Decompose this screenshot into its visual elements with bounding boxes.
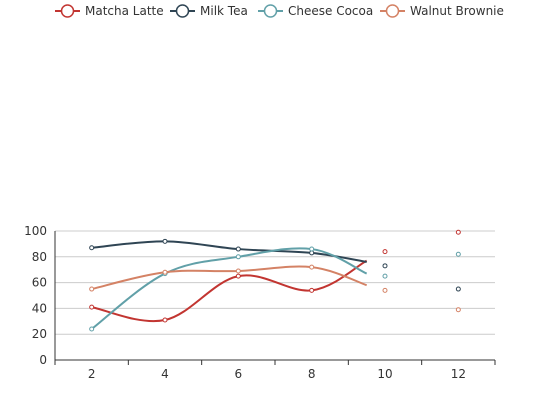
data-point xyxy=(455,286,461,292)
x-tick-label: 6 xyxy=(235,367,243,381)
data-point xyxy=(89,326,95,332)
data-point xyxy=(89,245,95,251)
data-point xyxy=(162,269,168,275)
data-point xyxy=(382,273,388,279)
y-tick-label: 20 xyxy=(32,327,47,341)
data-point xyxy=(309,264,315,270)
x-tick-label: 2 xyxy=(88,367,96,381)
x-tick-label: 4 xyxy=(161,367,169,381)
data-point xyxy=(382,287,388,293)
series-line-2 xyxy=(91,247,368,330)
series-markers xyxy=(89,229,461,332)
y-tick-label: 40 xyxy=(32,301,47,315)
x-tick-label: 10 xyxy=(377,367,392,381)
legend-label: Milk Tea xyxy=(200,4,248,18)
data-point xyxy=(309,246,315,252)
data-point xyxy=(382,249,388,255)
x-tick-label: 8 xyxy=(308,367,316,381)
data-point xyxy=(455,251,461,257)
data-point xyxy=(162,238,168,244)
legend-label: Cheese Cocoa xyxy=(288,4,373,18)
data-point xyxy=(455,229,461,235)
data-point xyxy=(235,273,241,279)
legend-label: Walnut Brownie xyxy=(410,4,504,18)
legend-marker xyxy=(60,4,75,18)
legend-marker xyxy=(263,4,278,18)
data-point xyxy=(382,263,388,269)
data-point xyxy=(89,304,95,310)
legend-marker xyxy=(385,4,400,18)
y-tick-label: 60 xyxy=(32,276,47,290)
data-point xyxy=(235,246,241,252)
legend: Matcha Latte Milk Tea Cheese Cocoa Walnut B… xyxy=(55,4,504,18)
legend-marker xyxy=(175,4,190,18)
data-point xyxy=(235,268,241,274)
data-point xyxy=(309,287,315,293)
y-tick-label: 80 xyxy=(32,250,47,264)
y-tick-label: 0 xyxy=(39,353,47,367)
data-point xyxy=(455,307,461,313)
data-point xyxy=(162,317,168,323)
y-tick-label: 100 xyxy=(24,224,47,238)
data-point xyxy=(235,254,241,260)
x-tick-label: 12 xyxy=(451,367,466,381)
series-lines xyxy=(91,240,368,330)
axes: 0 20 40 60 80 100 2 4 6 8 10 12 xyxy=(24,224,496,381)
data-point xyxy=(89,286,95,292)
legend-label: Matcha Latte xyxy=(85,4,164,18)
